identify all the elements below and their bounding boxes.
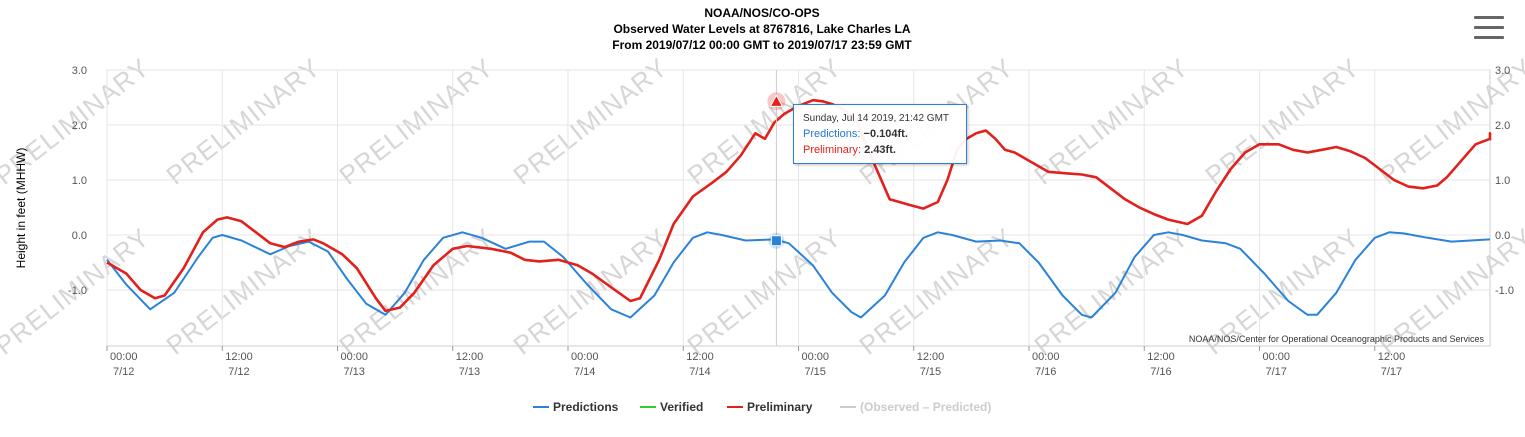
y-tick-label-left: -1.0 bbox=[68, 285, 87, 297]
tooltip-preliminary-label: Preliminary: bbox=[803, 144, 862, 156]
x-tick-time: 00:00 bbox=[1263, 351, 1291, 363]
x-tick-date: 7/15 bbox=[920, 366, 941, 378]
tooltip-preliminary-row: Preliminary: 2.43ft. bbox=[803, 142, 966, 158]
watermark-layer: PRELIMINARYPRELIMINARYPRELIMINARYPRELIMI… bbox=[0, 52, 1525, 361]
x-tick-time: 12:00 bbox=[1378, 351, 1406, 363]
preliminary-marker bbox=[769, 94, 784, 107]
tooltip-date: Sunday, Jul 14 2019, 21:42 GMT bbox=[803, 113, 950, 124]
credit-text: NOAA/NOS/Center for Operational Oceanogr… bbox=[1189, 334, 1485, 344]
x-tick-time: 00:00 bbox=[571, 351, 599, 363]
watermark-text: PRELIMINARY bbox=[1200, 52, 1366, 191]
chart-subtitle-range: From 2019/07/12 00:00 GMT to 2019/07/17 … bbox=[612, 38, 912, 52]
tooltip-predictions-row: Predictions: −0.104ft. bbox=[803, 126, 966, 142]
tooltip-preliminary-value: 2.43ft. bbox=[864, 144, 896, 156]
x-tick-date: 7/16 bbox=[1035, 366, 1056, 378]
legend-item-1[interactable]: Predictions bbox=[553, 400, 619, 414]
series-line-predictions bbox=[106, 231, 1491, 319]
watermark-text: PRELIMINARY bbox=[161, 52, 327, 191]
watermark-text: PRELIMINARY bbox=[1029, 222, 1195, 361]
y-tick-label-right: 1.0 bbox=[1495, 175, 1510, 187]
chart-subtitle-station: Observed Water Levels at 8767816, Lake C… bbox=[613, 22, 910, 36]
watermark-text: PRELIMINARY bbox=[854, 222, 1020, 361]
watermark-text: PRELIMINARY bbox=[682, 222, 848, 361]
y-tick-label-right: -1.0 bbox=[1495, 285, 1514, 297]
x-tick-time: 00:00 bbox=[802, 351, 830, 363]
hover-tooltip: Sunday, Jul 14 2019, 21:42 GMT Predictio… bbox=[793, 104, 967, 164]
legend-item-4[interactable]: (Observed – Predicted) bbox=[860, 400, 991, 414]
x-tick-time: 12:00 bbox=[917, 351, 945, 363]
x-tick-date: 7/16 bbox=[1150, 366, 1171, 378]
x-tick-time: 12:00 bbox=[456, 351, 484, 363]
x-tick-time: 00:00 bbox=[110, 351, 138, 363]
x-tick-date: 7/13 bbox=[344, 366, 365, 378]
tooltip-predictions-label: Predictions: bbox=[803, 128, 861, 140]
watermark-text: PRELIMINARY bbox=[1029, 52, 1195, 191]
chart-menu-icon[interactable] bbox=[1474, 16, 1504, 44]
legend-item-3[interactable]: Preliminary bbox=[747, 400, 813, 414]
x-tick-time: 12:00 bbox=[225, 351, 253, 363]
x-tick-time: 12:00 bbox=[1147, 351, 1175, 363]
x-tick-time: 00:00 bbox=[341, 351, 369, 363]
y-tick-label-right: 3.0 bbox=[1495, 65, 1510, 77]
y-axis-title: Height in feet (MHHW) bbox=[14, 148, 28, 269]
prediction-marker bbox=[770, 235, 782, 247]
chart-title: NOAA/NOS/CO-OPS bbox=[704, 6, 819, 20]
x-tick-time: 00:00 bbox=[1032, 351, 1060, 363]
x-tick-time: 12:00 bbox=[686, 351, 714, 363]
legend-item-2[interactable]: Verified bbox=[660, 400, 703, 414]
legend[interactable]: Predictions Verified Preliminary (Observed … bbox=[533, 400, 991, 414]
y-tick-label-right: 0.0 bbox=[1495, 230, 1510, 242]
x-tick-date: 7/13 bbox=[459, 366, 480, 378]
x-tick-date: 7/17 bbox=[1381, 366, 1402, 378]
watermark-text: PRELIMINARY bbox=[508, 222, 674, 361]
watermark-text: PRELIMINARY bbox=[334, 52, 500, 191]
y-tick-label-right: 2.0 bbox=[1495, 120, 1510, 132]
y-tick-label-left: 0.0 bbox=[72, 230, 87, 242]
tooltip-predictions-value: −0.104ft. bbox=[863, 128, 908, 140]
x-tick-date: 7/12 bbox=[228, 366, 249, 378]
axes-layer: 3.0 3.0 2.0 2.0 1.0 1.0 0.0 0.0 -1.0 -1.0 00:00 7/1… bbox=[68, 65, 1514, 378]
x-tick-date: 7/17 bbox=[1266, 366, 1287, 378]
x-tick-date: 7/12 bbox=[113, 366, 134, 378]
y-tick-label-left: 1.0 bbox=[72, 175, 87, 187]
y-tick-label-left: 2.0 bbox=[72, 120, 87, 132]
x-tick-date: 7/14 bbox=[689, 366, 710, 378]
x-tick-date: 7/15 bbox=[805, 366, 826, 378]
x-tick-date: 7/14 bbox=[574, 366, 595, 378]
watermark-text: PRELIMINARY bbox=[508, 52, 674, 191]
y-tick-label-left: 3.0 bbox=[72, 65, 87, 77]
